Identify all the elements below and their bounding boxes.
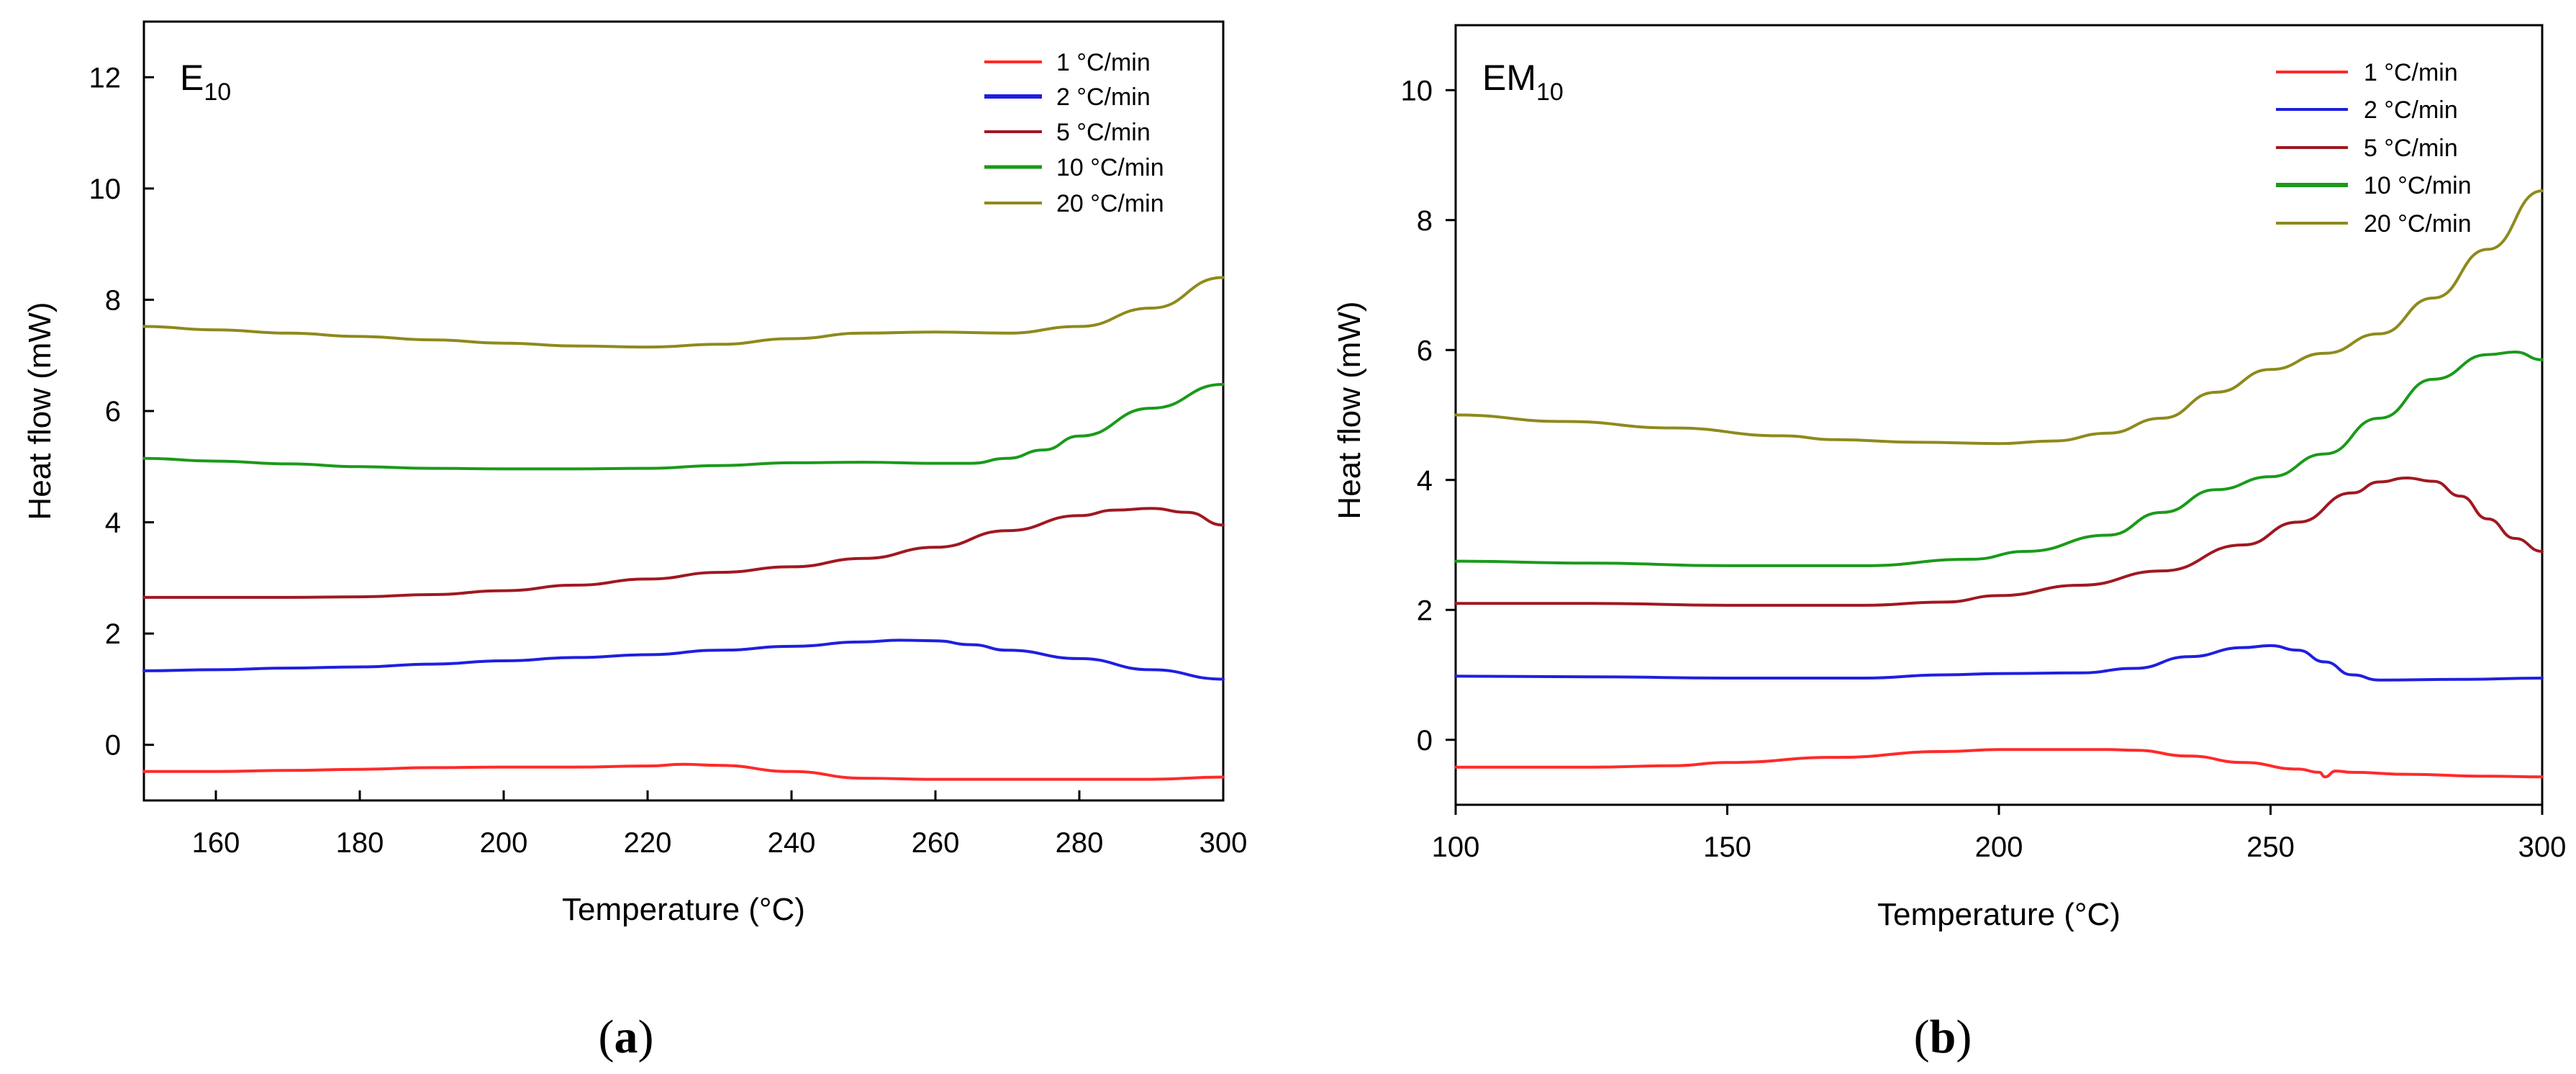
series-line-2 — [1454, 644, 2544, 682]
y-tick-label: 12 — [89, 62, 122, 94]
legend-label-1: 1 °C/min — [2364, 59, 2458, 86]
y-tick-label: 2 — [105, 618, 121, 650]
x-tick-label: 250 — [2246, 831, 2295, 863]
legend: 1 °C/min 2 °C/min 5 °C/min 10 °C/min 20 … — [2276, 59, 2472, 238]
panel-title: E10 — [180, 58, 231, 106]
y-tick-label: 8 — [1417, 205, 1433, 237]
panel-caption-b: (b) — [1914, 1011, 1972, 1063]
series-line-3 — [1454, 477, 2544, 607]
x-axis-label: Temperature (°C) — [562, 892, 805, 927]
legend-label-4: 10 °C/min — [2364, 172, 2472, 199]
panel-title: EM10 — [1482, 58, 1564, 106]
series-layer — [1454, 189, 2544, 779]
series-line-4 — [142, 382, 1225, 471]
y-ticks: 0 2 4 6 8 10 — [1401, 75, 1456, 757]
y-axis-label: Heat flow (mW) — [1332, 301, 1367, 519]
series-layer — [142, 276, 1225, 781]
y-tick-label: 8 — [105, 284, 121, 316]
series-line-1 — [142, 762, 1225, 781]
y-tick-label: 4 — [1417, 465, 1433, 497]
legend-label-5: 20 °C/min — [2364, 210, 2472, 238]
x-tick-label: 180 — [336, 827, 384, 859]
x-tick-label: 220 — [624, 827, 672, 859]
legend-label-3: 5 °C/min — [2364, 135, 2458, 162]
series-line-2 — [142, 638, 1225, 681]
series-line-5 — [1454, 189, 2544, 446]
x-tick-label: 200 — [480, 827, 528, 859]
legend-label-5: 20 °C/min — [1056, 190, 1164, 217]
x-tick-label: 200 — [1975, 831, 2023, 863]
panel-title-main: EM — [1482, 58, 1536, 98]
legend-label-3: 5 °C/min — [1056, 119, 1151, 146]
legend-label-4: 10 °C/min — [1056, 154, 1164, 181]
x-tick-label: 100 — [1432, 831, 1480, 863]
x-tick-label: 300 — [2518, 831, 2567, 863]
legend: 1 °C/min 2 °C/min 5 °C/min 10 °C/min 20 … — [984, 49, 1164, 217]
legend-label-2: 2 °C/min — [2364, 96, 2458, 124]
y-tick-label: 0 — [1417, 725, 1433, 757]
panel-caption-a: (a) — [599, 1011, 654, 1063]
y-tick-label: 10 — [89, 173, 122, 205]
x-tick-label: 280 — [1056, 827, 1104, 859]
series-line-5 — [142, 276, 1225, 349]
y-tick-label: 6 — [105, 396, 121, 428]
x-tick-label: 150 — [1703, 831, 1751, 863]
y-tick-label: 2 — [1417, 595, 1433, 626]
x-axis-label: Temperature (°C) — [1877, 897, 2121, 932]
x-tick-label: 260 — [912, 827, 960, 859]
series-line-1 — [1454, 748, 2544, 779]
x-tick-label: 300 — [1199, 827, 1248, 859]
series-line-3 — [142, 507, 1225, 599]
x-ticks: 160 180 200 220 240 260 280 300 — [192, 790, 1248, 859]
y-tick-label: 6 — [1417, 335, 1433, 366]
y-axis-label: Heat flow (mW) — [22, 302, 58, 520]
legend-label-2: 2 °C/min — [1056, 84, 1151, 111]
y-tick-label: 4 — [105, 507, 121, 539]
y-tick-label: 0 — [105, 730, 121, 762]
panel-title-subscript: 10 — [1536, 78, 1564, 106]
x-ticks: 100 150 200 250 300 — [1432, 805, 2567, 863]
y-ticks: 0 2 4 6 8 10 12 — [89, 62, 154, 762]
panel-title-main: E — [180, 58, 204, 98]
panel-title-subscript: 10 — [204, 78, 231, 106]
legend-label-1: 1 °C/min — [1056, 49, 1151, 76]
series-line-4 — [1454, 351, 2544, 567]
x-tick-label: 240 — [768, 827, 816, 859]
x-tick-label: 160 — [192, 827, 240, 859]
y-tick-label: 10 — [1401, 75, 1433, 107]
